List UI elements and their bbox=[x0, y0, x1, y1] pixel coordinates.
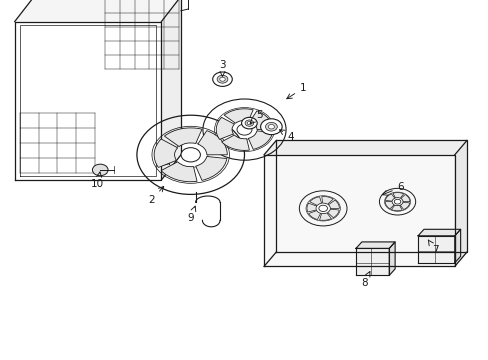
Text: 1: 1 bbox=[286, 83, 306, 99]
Wedge shape bbox=[327, 209, 339, 218]
Circle shape bbox=[393, 199, 400, 204]
Text: 7: 7 bbox=[427, 240, 438, 255]
Polygon shape bbox=[264, 155, 454, 266]
Polygon shape bbox=[355, 248, 388, 275]
Polygon shape bbox=[355, 242, 394, 248]
Polygon shape bbox=[264, 140, 466, 155]
Circle shape bbox=[244, 120, 253, 126]
Wedge shape bbox=[308, 211, 320, 220]
Circle shape bbox=[268, 125, 274, 129]
Wedge shape bbox=[400, 194, 409, 202]
Wedge shape bbox=[321, 197, 333, 204]
Wedge shape bbox=[392, 193, 403, 198]
Wedge shape bbox=[216, 117, 234, 139]
Polygon shape bbox=[15, 0, 181, 22]
Circle shape bbox=[318, 205, 327, 212]
Circle shape bbox=[217, 75, 227, 83]
Polygon shape bbox=[417, 229, 460, 236]
Text: 5: 5 bbox=[250, 110, 262, 123]
Wedge shape bbox=[306, 203, 316, 212]
Wedge shape bbox=[328, 200, 339, 208]
Circle shape bbox=[241, 117, 257, 129]
Circle shape bbox=[212, 72, 232, 86]
Polygon shape bbox=[454, 140, 466, 266]
Wedge shape bbox=[249, 111, 272, 130]
Polygon shape bbox=[388, 242, 394, 275]
Wedge shape bbox=[309, 197, 321, 206]
Text: 8: 8 bbox=[360, 271, 369, 288]
Polygon shape bbox=[454, 229, 460, 263]
Text: 2: 2 bbox=[148, 186, 163, 205]
Polygon shape bbox=[161, 0, 181, 180]
Text: 6: 6 bbox=[382, 182, 404, 195]
Text: 4: 4 bbox=[279, 130, 294, 142]
Polygon shape bbox=[15, 22, 161, 180]
Wedge shape bbox=[197, 131, 227, 155]
Wedge shape bbox=[164, 128, 202, 147]
Circle shape bbox=[260, 119, 282, 135]
Circle shape bbox=[247, 122, 251, 125]
Circle shape bbox=[181, 148, 200, 162]
Circle shape bbox=[237, 124, 251, 135]
Wedge shape bbox=[400, 202, 409, 210]
Text: 3: 3 bbox=[219, 60, 225, 76]
Circle shape bbox=[219, 77, 225, 81]
Wedge shape bbox=[390, 205, 401, 211]
Wedge shape bbox=[221, 135, 249, 150]
Wedge shape bbox=[385, 194, 394, 201]
Text: 9: 9 bbox=[187, 206, 195, 223]
Polygon shape bbox=[417, 236, 454, 263]
Wedge shape bbox=[248, 131, 272, 149]
Circle shape bbox=[265, 122, 277, 131]
Wedge shape bbox=[161, 162, 197, 182]
Wedge shape bbox=[385, 202, 393, 209]
Text: 10: 10 bbox=[91, 172, 104, 189]
Wedge shape bbox=[319, 213, 331, 220]
Wedge shape bbox=[154, 139, 177, 167]
Wedge shape bbox=[195, 157, 226, 180]
Circle shape bbox=[92, 164, 108, 176]
Wedge shape bbox=[224, 109, 253, 123]
